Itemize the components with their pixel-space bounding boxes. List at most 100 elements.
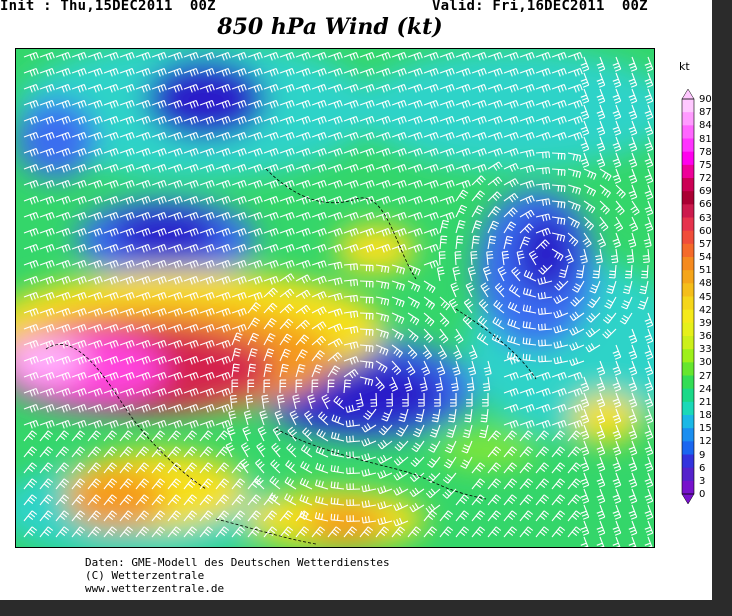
wind-barb (215, 355, 231, 365)
wind-barb (135, 494, 150, 506)
legend-swatch (682, 164, 694, 179)
wind-barb (199, 371, 215, 381)
wind-barb (359, 115, 375, 125)
wind-barb (87, 211, 103, 221)
wind-barb (199, 339, 215, 349)
wind-barb (55, 227, 71, 237)
wind-barb (586, 312, 601, 323)
wind-barb (585, 343, 601, 353)
wind-barb (346, 483, 361, 491)
wind-barb (487, 446, 502, 458)
legend-label: 9 (699, 449, 706, 461)
wind-barb (446, 424, 457, 438)
wind-barb (199, 307, 215, 317)
wind-barb (327, 115, 343, 125)
wind-barb (580, 104, 590, 120)
wind-barb (299, 510, 313, 522)
wind-barb (610, 248, 619, 264)
wind-barb (199, 275, 215, 285)
wind-barb (55, 339, 71, 349)
wind-barb (215, 227, 231, 237)
wind-barb (279, 227, 295, 237)
wind-barb (567, 83, 583, 93)
wind-barb (535, 99, 551, 109)
wind-barb (409, 472, 425, 482)
wind-barb (439, 115, 455, 125)
wind-barb (39, 419, 55, 429)
wind-barb (448, 408, 457, 423)
wind-barb (391, 243, 407, 253)
wind-barb (135, 211, 151, 221)
legend-label: 90 (699, 94, 712, 105)
wind-barb (386, 392, 393, 407)
wind-barb (215, 494, 230, 506)
wind-barb (167, 339, 183, 349)
legend-label: 72 (699, 173, 712, 184)
wind-barb (439, 235, 448, 250)
wind-barb (311, 260, 327, 269)
wind-barb (167, 227, 183, 237)
wind-barb (439, 99, 455, 109)
wind-barb (315, 445, 329, 458)
wind-barb (436, 360, 446, 376)
wind-barb (519, 223, 534, 234)
wind-barb (247, 379, 255, 394)
wind-barb (23, 494, 38, 506)
wind-barb (359, 360, 374, 369)
wind-barb (247, 259, 263, 269)
wind-barb (23, 51, 39, 61)
wind-barb (407, 131, 423, 141)
wind-barb (23, 291, 39, 301)
wind-barb (596, 488, 606, 504)
wind-barb (553, 294, 569, 304)
wind-barb (39, 163, 55, 173)
wind-barb (471, 510, 486, 522)
wind-barb (330, 431, 345, 442)
wind-barb (39, 323, 55, 333)
wind-barb (345, 435, 361, 443)
wind-barb (183, 99, 199, 109)
wind-barb (596, 72, 606, 88)
wind-barb (528, 250, 538, 266)
wind-barb (103, 371, 119, 381)
wind-barb (628, 488, 638, 504)
wind-barb (487, 99, 503, 109)
wind-barb (628, 520, 638, 536)
wind-barb (247, 363, 256, 378)
wind-barb (215, 147, 231, 157)
wind-barb (151, 211, 167, 221)
wind-barb (402, 392, 409, 407)
wind-barb (103, 387, 119, 397)
wind-barb (295, 379, 303, 394)
wind-barb (151, 259, 167, 269)
wind-barb (327, 147, 343, 157)
wind-barb (439, 219, 450, 234)
legend-label: 78 (699, 146, 712, 158)
wind-barb (87, 339, 103, 349)
wind-barb (225, 442, 235, 458)
wind-barb (215, 419, 231, 429)
wind-barb (580, 72, 590, 88)
wind-barb (471, 51, 487, 61)
wind-barb (482, 392, 489, 407)
wind-barb (23, 195, 39, 205)
wind-barb (167, 510, 182, 522)
wind-barb (641, 264, 649, 279)
wind-barb (215, 51, 231, 61)
wind-barb (503, 178, 519, 188)
wind-barb (39, 430, 54, 442)
wind-barb (612, 536, 621, 547)
wind-barb (375, 264, 390, 273)
wind-barb (343, 83, 359, 93)
wind-barb (471, 83, 487, 93)
wind-barb (580, 472, 590, 488)
wind-barb (494, 282, 505, 298)
legend-swatch (682, 191, 694, 205)
wind-barb (455, 526, 470, 538)
wind-barb (87, 227, 103, 237)
legend-label: 36 (699, 331, 712, 342)
wind-barb (119, 526, 134, 538)
wind-barb (535, 115, 551, 125)
map-title: 850 hPa Wind (kt) (217, 14, 443, 40)
wind-barb (87, 275, 103, 285)
